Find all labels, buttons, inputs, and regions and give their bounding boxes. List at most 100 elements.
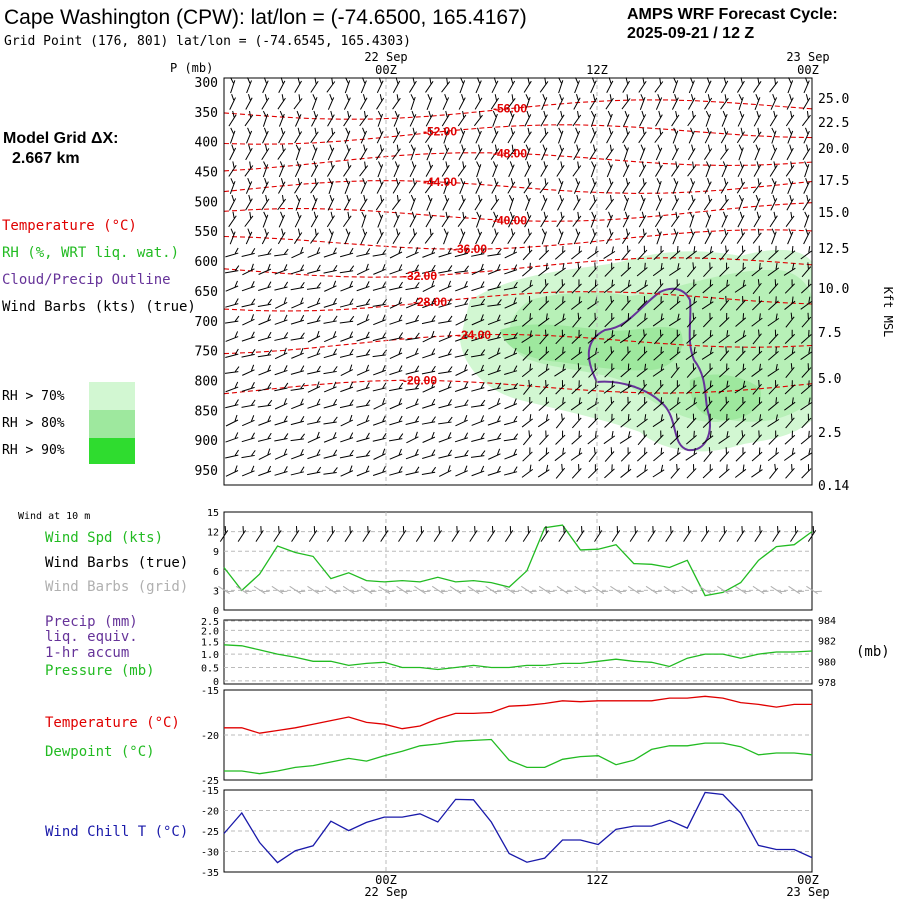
wind-barb-stroke — [606, 127, 614, 144]
wind-barb-stroke — [784, 380, 796, 395]
wind-barb — [389, 264, 403, 275]
wind-barb-stroke — [800, 430, 812, 445]
wind-barb-stroke — [718, 380, 730, 394]
wind-barb — [652, 414, 665, 428]
wind-barb — [225, 399, 239, 409]
wind-barb-stroke — [343, 161, 352, 177]
pressure-tick-label: 450 — [195, 166, 218, 181]
isotherm-label: -40.00 — [493, 213, 527, 227]
wind-barb-stroke — [688, 127, 695, 144]
wind-barb-stroke — [258, 263, 272, 275]
wind-barb — [754, 144, 761, 161]
wind-barb — [570, 397, 583, 411]
isotherm-label: -28.00 — [413, 295, 447, 309]
wind-barb-stroke — [245, 144, 253, 161]
isotherm-line — [223, 99, 813, 120]
wind-barb-stroke — [441, 211, 450, 228]
wind-barb-stroke — [392, 127, 401, 144]
wind-barb-stroke — [753, 77, 762, 93]
wind-barb-stroke — [372, 281, 387, 291]
wind-barb-stroke — [290, 314, 305, 325]
wind-barb-stroke — [572, 312, 582, 328]
wind-barb — [492, 211, 499, 228]
wind-barb-stroke — [490, 144, 500, 160]
wind-barb-stroke — [720, 178, 729, 194]
wind-barb — [229, 178, 236, 194]
wind-barb-stroke — [524, 161, 532, 177]
wind-barb — [311, 144, 318, 161]
wind-barb-stroke — [471, 382, 485, 392]
surface-wind-barb-true — [362, 526, 371, 542]
surface-wind-barb-true — [665, 526, 674, 542]
wind-barb — [245, 178, 253, 194]
wind-barb — [454, 298, 469, 308]
wind-barb — [623, 144, 629, 161]
barb-stroke — [485, 585, 502, 595]
pressure-tick-label: 700 — [195, 315, 218, 330]
wind-barb — [504, 297, 518, 309]
wind-barb — [521, 313, 533, 327]
wind-barb — [293, 94, 303, 110]
wind-barb — [356, 399, 371, 408]
wind-barb — [457, 110, 467, 127]
wind-barb — [389, 281, 403, 291]
wind-barb-stroke — [704, 178, 712, 194]
wind-barb-stroke — [372, 382, 387, 392]
wind-barb-stroke — [504, 347, 518, 359]
wind-barb-stroke — [324, 280, 337, 292]
wind-barb — [360, 178, 368, 194]
barb-stroke — [806, 585, 822, 595]
pressure-right-tick: 984 — [818, 616, 836, 627]
wind-barb-stroke — [572, 262, 582, 278]
wind-barb — [753, 77, 762, 93]
wind-barb-stroke — [274, 347, 288, 360]
wind-barb — [323, 331, 337, 343]
barb-stroke — [736, 526, 745, 542]
wind-barb-stroke — [538, 397, 550, 411]
wind-barb-stroke — [669, 263, 681, 276]
wind-barb-stroke — [771, 127, 777, 144]
wind-barb — [503, 433, 519, 442]
wind-barb — [688, 228, 696, 245]
precip-label: Precip (mm) — [45, 614, 138, 630]
wind-barb-stroke — [340, 465, 354, 477]
wind-barb-stroke — [424, 178, 434, 194]
wind-barb-stroke — [262, 77, 269, 94]
wind-barb — [422, 297, 436, 309]
wind-barb — [372, 465, 386, 477]
wind-barb — [671, 194, 680, 211]
wind-barb — [704, 94, 713, 110]
wind-barb-stroke — [307, 365, 321, 375]
wind-barb-stroke — [310, 161, 319, 177]
wind-barb — [653, 430, 664, 445]
wind-barb — [603, 279, 615, 294]
wind-barb-stroke — [311, 94, 318, 110]
wind-barb-stroke — [244, 211, 254, 227]
wind-barb-stroke — [701, 246, 714, 260]
wind-barb-stroke — [753, 161, 762, 177]
surface-wind-barb-true — [576, 526, 585, 542]
wind-barb-stroke — [686, 279, 697, 294]
wind-barb — [738, 144, 744, 161]
wind-barb — [377, 161, 384, 178]
wind-barb — [310, 127, 319, 144]
wind-barb-stroke — [373, 364, 386, 376]
wind-barb — [768, 346, 779, 361]
wind-barb-stroke — [735, 447, 746, 462]
wind-barb — [606, 178, 614, 194]
wind-barb — [752, 279, 762, 295]
wind-barb-stroke — [801, 413, 812, 429]
bottom-time-00z: 00Z — [375, 873, 397, 887]
wind-barb — [373, 314, 386, 326]
wind-barb-stroke — [686, 329, 697, 344]
wind-barb — [670, 329, 681, 345]
wind-barb-stroke — [224, 366, 240, 374]
wind-barb-stroke — [605, 94, 614, 110]
wind-barb-stroke — [307, 449, 321, 460]
wind-barb-stroke — [621, 346, 631, 362]
wind-barb — [719, 447, 730, 462]
surface-wind-barb-grid — [360, 585, 377, 595]
height-tick-label: 15.0 — [818, 206, 849, 221]
wind-barb — [359, 161, 369, 177]
wind-barb — [278, 178, 286, 194]
